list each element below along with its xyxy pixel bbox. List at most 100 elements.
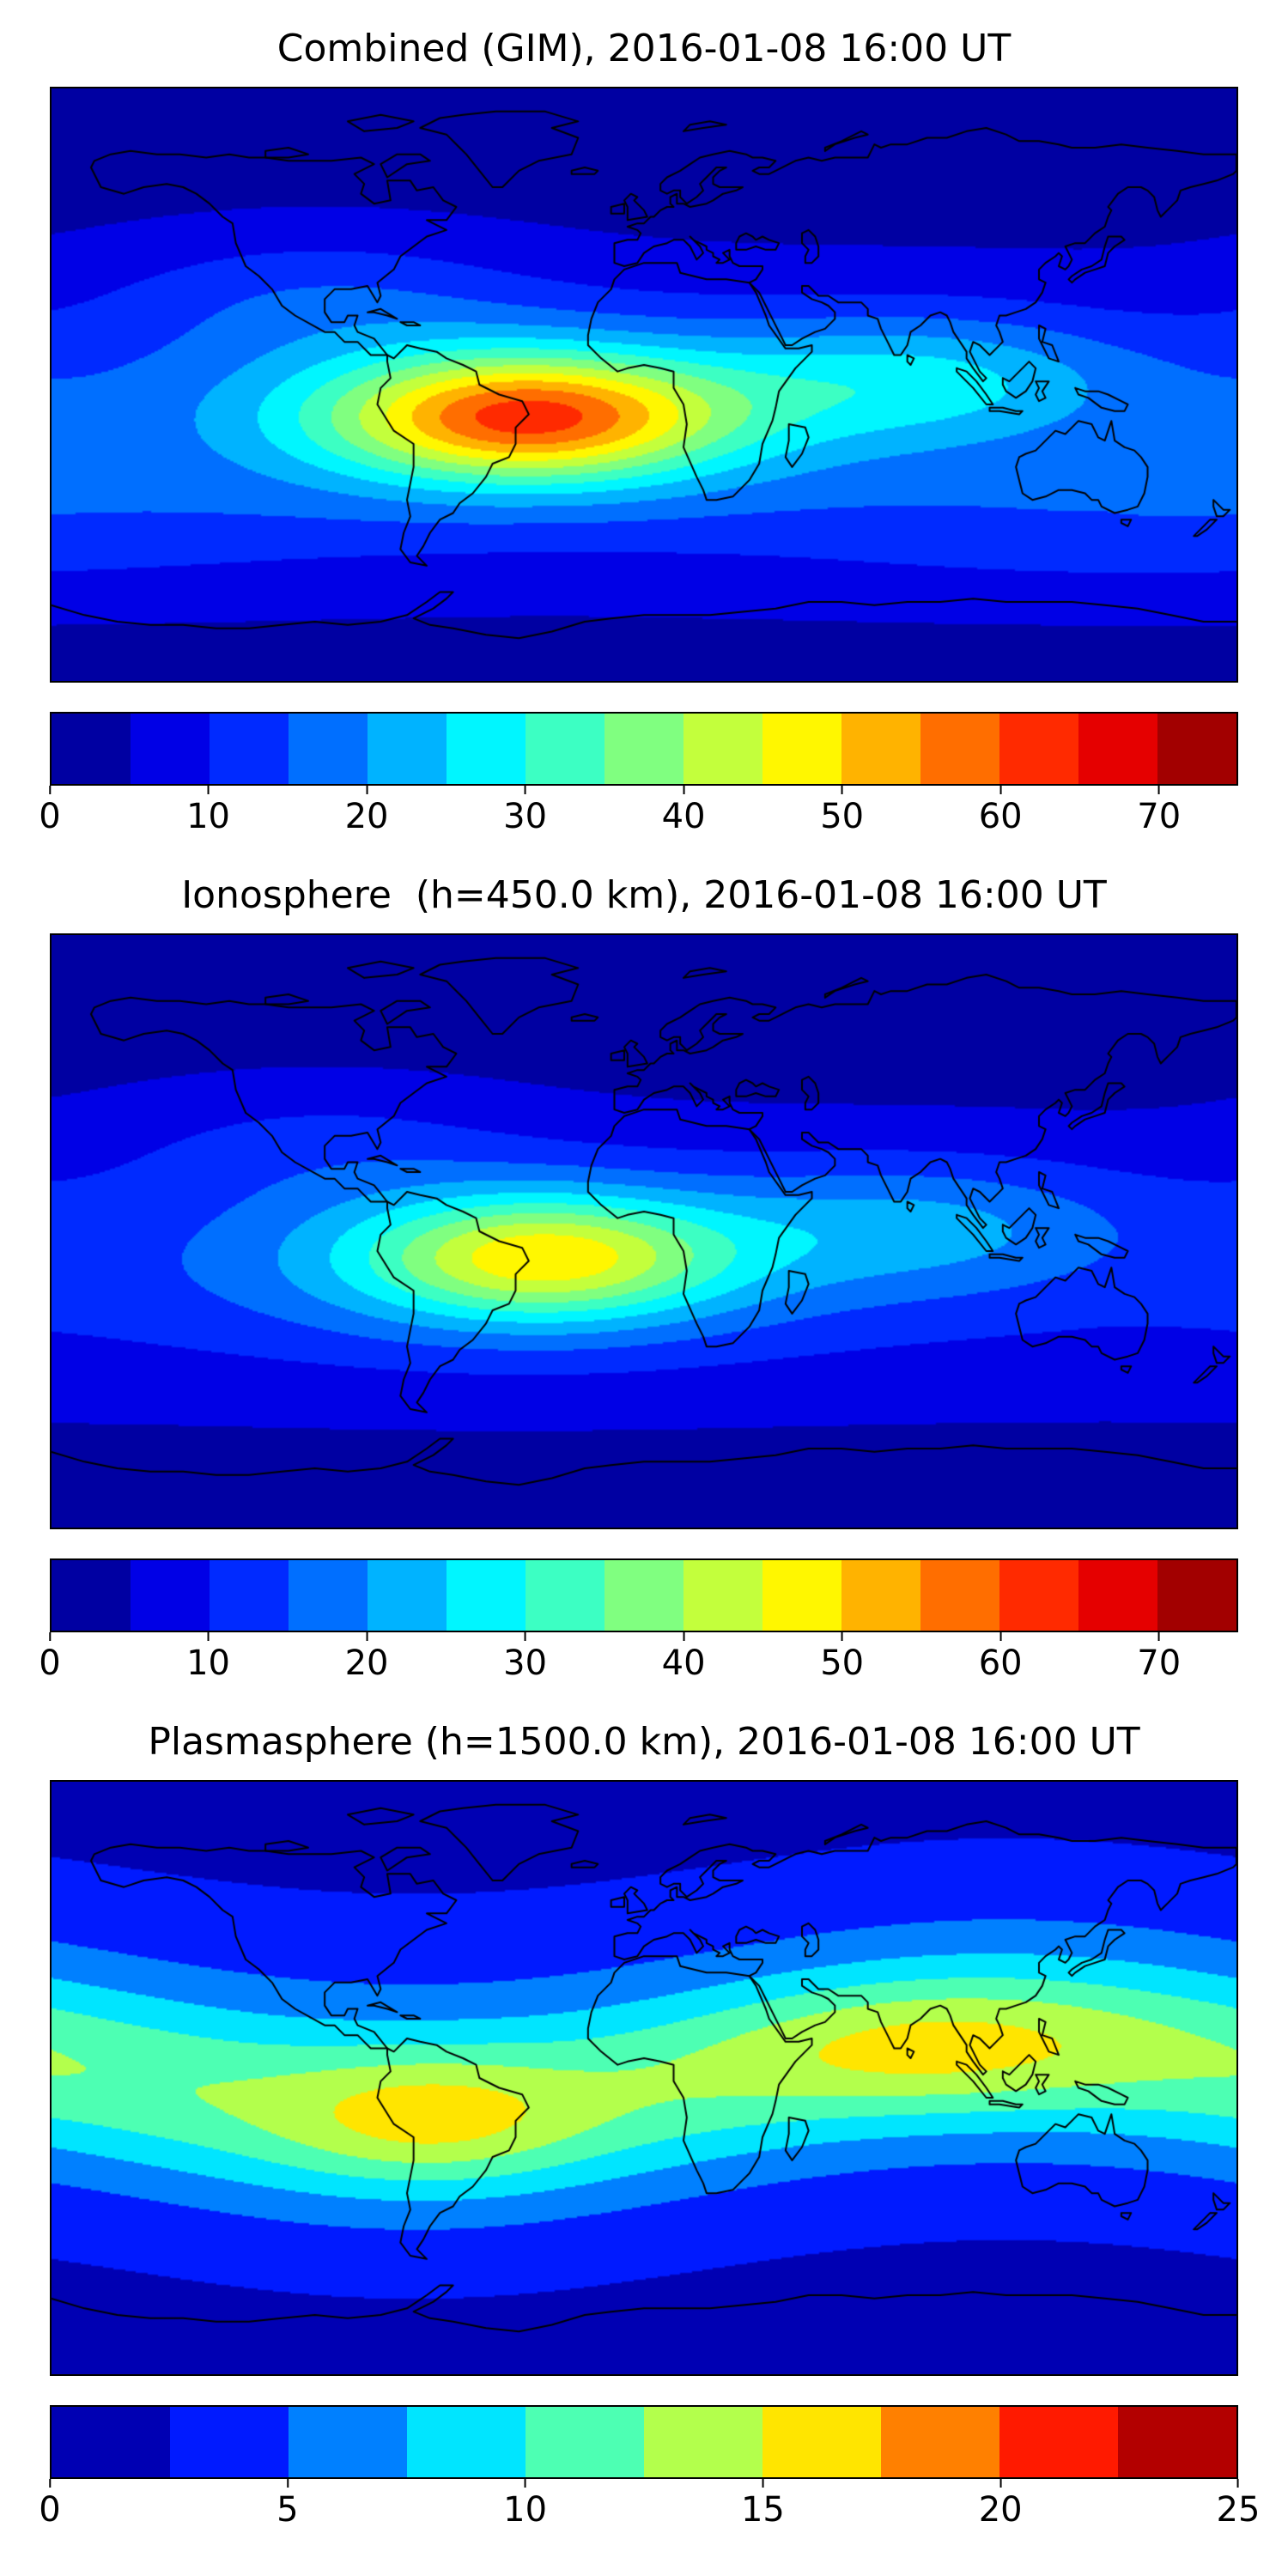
colorbar-segment — [683, 713, 762, 784]
colorbar-segment — [762, 713, 841, 784]
tick-mark — [207, 1631, 210, 1641]
colorbar-segment — [52, 713, 131, 784]
colorbar-segment — [605, 1559, 683, 1631]
tick-mark — [286, 2478, 289, 2488]
panel-ionosphere: Ionosphere (h=450.0 km), 2016-01-08 16:0… — [0, 855, 1288, 1702]
colorbar-segment — [1078, 713, 1157, 784]
colorbar-tick: 5 — [276, 2478, 299, 2530]
panel-combined: Combined (GIM), 2016-01-08 16:00 UT 0 10 2… — [0, 9, 1288, 855]
colorbar-segment — [999, 2406, 1118, 2477]
panel-title-plasmasphere: Plasmasphere (h=1500.0 km), 2016-01-08 1… — [148, 1720, 1140, 1764]
colorbar-segment — [841, 1559, 920, 1631]
colorbar-tick: 0 — [39, 2478, 61, 2530]
tick-label: 20 — [344, 796, 389, 836]
colorbar-tick: 60 — [979, 785, 1023, 836]
colorbar-segment — [841, 713, 920, 784]
tick-mark — [841, 785, 843, 794]
coastline-canvas — [52, 88, 1236, 681]
colorbar-segment — [131, 713, 210, 784]
colorbar-segment — [526, 2406, 644, 2477]
tick-mark — [366, 785, 368, 794]
colorbar-block-combined: 0 10 20 30 40 50 60 70 — [39, 711, 1238, 841]
colorbar-ticks: 0 10 20 30 40 50 60 70 — [39, 785, 1238, 841]
map-plasmasphere — [50, 1779, 1238, 2376]
colorbar-segment — [1157, 713, 1236, 784]
colorbar-segment — [1078, 1559, 1157, 1631]
colorbar-segment — [170, 2406, 289, 2477]
colorbar-segment — [289, 713, 368, 784]
tick-label: 10 — [503, 2489, 548, 2530]
tick-label: 60 — [978, 1643, 1023, 1683]
colorbar-tick: 10 — [186, 785, 230, 836]
colorbar-segment — [368, 713, 447, 784]
colorbar-segment — [1118, 2406, 1236, 2477]
tick-mark — [524, 785, 526, 794]
tick-mark — [999, 2478, 1002, 2488]
colorbar-segment — [210, 713, 289, 784]
tick-mark — [524, 2478, 526, 2488]
colorbar-ticks: 0 5 10 15 20 25 — [39, 2478, 1260, 2534]
colorbar — [50, 2404, 1238, 2479]
colorbar-ticks: 0 10 20 30 40 50 60 70 — [39, 1631, 1238, 1687]
panel-plasmasphere: Plasmasphere (h=1500.0 km), 2016-01-08 1… — [0, 1702, 1288, 2549]
colorbar-tick: 70 — [1137, 785, 1182, 836]
colorbar-tick: 10 — [186, 1631, 230, 1683]
tick-label: 25 — [1216, 2489, 1261, 2530]
tick-label: 40 — [661, 1643, 706, 1683]
colorbar-tick: 30 — [503, 1631, 548, 1683]
colorbar-block-ionosphere: 0 10 20 30 40 50 60 70 — [39, 1558, 1238, 1687]
colorbar-segment — [447, 1559, 526, 1631]
colorbar-tick: 50 — [820, 785, 865, 836]
tick-mark — [841, 1631, 843, 1641]
tick-label: 30 — [503, 1643, 548, 1683]
colorbar-segment — [762, 1559, 841, 1631]
panel-title-combined: Combined (GIM), 2016-01-08 16:00 UT — [276, 27, 1012, 70]
panel-title-ionosphere: Ionosphere (h=450.0 km), 2016-01-08 16:0… — [181, 873, 1107, 917]
colorbar-tick: 20 — [979, 2478, 1023, 2530]
tick-mark — [1157, 785, 1160, 794]
coastline-canvas — [52, 934, 1236, 1528]
tick-mark — [1237, 2478, 1239, 2488]
colorbar-tick: 0 — [39, 785, 61, 836]
colorbar-tick: 40 — [661, 1631, 706, 1683]
colorbar-tick: 50 — [820, 1631, 865, 1683]
colorbar-tick: 20 — [344, 1631, 389, 1683]
colorbar-segment — [368, 1559, 447, 1631]
tick-label: 30 — [503, 796, 548, 836]
tick-mark — [1157, 1631, 1160, 1641]
tick-label: 70 — [1137, 796, 1182, 836]
colorbar-segment — [447, 713, 526, 784]
colorbar-tick: 40 — [661, 785, 706, 836]
tick-label: 10 — [186, 1643, 230, 1683]
tick-mark — [48, 785, 51, 794]
tick-label: 40 — [661, 796, 706, 836]
tick-mark — [683, 785, 685, 794]
colorbar-segment — [52, 1559, 131, 1631]
colorbar-segment — [644, 2406, 762, 2477]
colorbar-tick: 70 — [1137, 1631, 1181, 1683]
tick-label: 20 — [344, 1643, 389, 1683]
tick-mark — [48, 1631, 51, 1641]
colorbar-block-plasmasphere: 0 5 10 15 20 25 — [39, 2404, 1260, 2534]
tick-mark — [524, 1631, 526, 1641]
tick-mark — [999, 785, 1002, 794]
colorbar-segment — [1157, 1559, 1236, 1631]
colorbar-tick: 10 — [503, 2478, 548, 2530]
colorbar-segment — [762, 2406, 881, 2477]
map-ionosphere — [50, 933, 1238, 1529]
colorbar — [50, 711, 1238, 786]
tick-mark — [207, 785, 210, 794]
map-combined — [50, 86, 1238, 683]
colorbar-tick: 20 — [344, 785, 389, 836]
tick-label: 10 — [186, 796, 230, 836]
tick-label: 5 — [276, 2489, 299, 2530]
colorbar-segment — [920, 713, 999, 784]
tick-label: 0 — [39, 2489, 61, 2530]
tick-label: 50 — [820, 796, 865, 836]
tick-label: 50 — [820, 1643, 865, 1683]
colorbar-segment — [999, 713, 1078, 784]
tick-mark — [366, 1631, 368, 1641]
colorbar-segment — [52, 2406, 170, 2477]
colorbar-segment — [605, 713, 683, 784]
colorbar-segment — [131, 1559, 210, 1631]
